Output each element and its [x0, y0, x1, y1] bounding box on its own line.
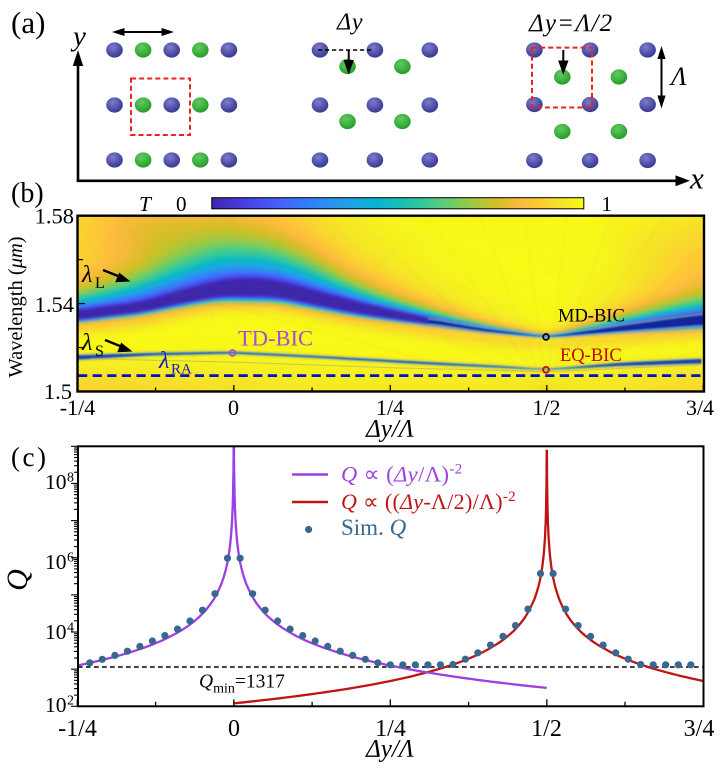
svg-text:1/2: 1/2: [532, 395, 560, 420]
svg-text:104: 104: [45, 620, 74, 644]
svg-text:Δy: Δy: [336, 10, 363, 36]
svg-text:3/4: 3/4: [686, 395, 714, 420]
svg-text:-1/4: -1/4: [60, 395, 95, 420]
svg-text:MD-BIC: MD-BIC: [558, 307, 625, 327]
svg-text:1: 1: [602, 192, 613, 216]
svg-text:(b): (b): [11, 178, 44, 209]
svg-text:Q ∝ ((Δy-Λ/2)/Λ)-2: Q ∝ ((Δy-Λ/2)/Λ)-2: [341, 489, 516, 514]
svg-text:Qmin=1317: Qmin=1317: [199, 672, 285, 697]
svg-text:x: x: [689, 161, 704, 196]
svg-text:1.54: 1.54: [35, 292, 74, 317]
svg-text:Sim. Q: Sim. Q: [341, 515, 407, 540]
svg-text:1.5: 1.5: [44, 379, 72, 404]
svg-text:Δy/Λ: Δy/Λ: [365, 736, 414, 763]
svg-text:TD-BIC: TD-BIC: [238, 326, 313, 351]
svg-text:Q ∝ (Δy/Λ)-2: Q ∝ (Δy/Λ)-2: [341, 462, 463, 487]
svg-text:1/4: 1/4: [375, 716, 406, 742]
svg-text:Wavelength (μm): Wavelength (μm): [5, 236, 27, 377]
svg-text:106: 106: [45, 550, 74, 574]
svg-text:1/2: 1/2: [531, 716, 562, 742]
svg-text:Λ: Λ: [668, 62, 687, 91]
svg-text:S: S: [95, 343, 104, 360]
svg-text:EQ-BIC: EQ-BIC: [560, 346, 622, 366]
svg-text:RA: RA: [171, 362, 192, 378]
svg-text:108: 108: [45, 470, 74, 494]
svg-text:Δy/Λ: Δy/Λ: [365, 416, 414, 443]
svg-text:(a): (a): [11, 5, 45, 40]
svg-text:y: y: [70, 21, 86, 53]
svg-text:3/4: 3/4: [684, 716, 715, 742]
svg-text:Q: Q: [1, 569, 34, 591]
svg-text:Δy=Λ/2: Δy=Λ/2: [528, 10, 613, 37]
svg-text:0: 0: [228, 395, 239, 420]
svg-text:-1/4: -1/4: [58, 716, 97, 742]
svg-text:(c): (c): [11, 442, 48, 472]
svg-text:λ: λ: [158, 348, 169, 374]
svg-text:1.58: 1.58: [35, 204, 74, 229]
svg-text:λ: λ: [81, 330, 92, 356]
svg-text:102: 102: [45, 693, 74, 717]
svg-text:λ: λ: [81, 262, 92, 288]
svg-text:L: L: [95, 275, 105, 292]
svg-text:1/4: 1/4: [376, 395, 404, 420]
svg-text:0: 0: [228, 716, 240, 742]
svg-text:0: 0: [176, 192, 187, 216]
svg-text:T: T: [139, 192, 153, 216]
